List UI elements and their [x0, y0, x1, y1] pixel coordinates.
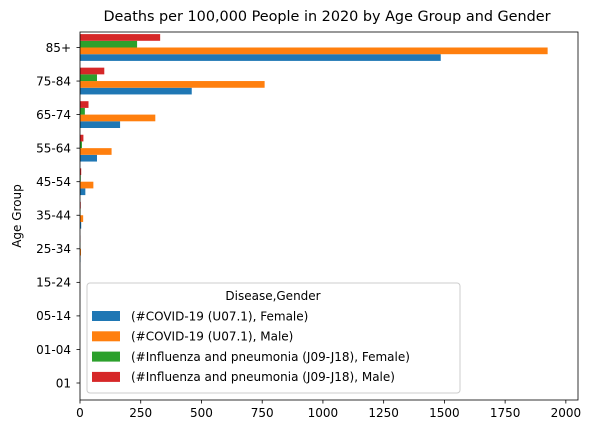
bar-55-64-series-2	[80, 141, 82, 149]
bar-45-54-series-0	[80, 188, 86, 196]
bar-45-54-series-1	[80, 181, 94, 189]
y-tick-label: 75-84	[36, 74, 71, 88]
bar-55-64-series-0	[80, 154, 98, 162]
legend: Disease,Gender (#COVID-19 (U07.1), Femal…	[86, 282, 461, 394]
x-axis: 0 250 500 750 1000 1250 1500 1750 2000	[76, 400, 581, 420]
bar-85+-series-2	[80, 40, 138, 48]
bars-group	[80, 34, 548, 296]
x-tick-label: 0	[76, 406, 84, 420]
y-tick-label: 85+	[46, 41, 71, 55]
x-tick-label: 1000	[308, 406, 339, 420]
bar-75-84-series-3	[80, 67, 105, 75]
y-tick-label: 65-74	[36, 108, 71, 122]
bar-75-84-series-2	[80, 74, 98, 82]
bar-65-74-series-3	[80, 101, 89, 108]
legend-label-1: (#COVID-19 (U07.1), Male)	[131, 330, 293, 344]
legend-items: (#COVID-19 (U07.1), Female) (#COVID-19 (U…	[92, 309, 410, 384]
bar-65-74-series-2	[80, 107, 85, 115]
bar-85+-series-3	[80, 34, 161, 41]
legend-swatch-0	[92, 311, 120, 321]
chart-title: Deaths per 100,000 People in 2020 by Age…	[103, 9, 550, 25]
x-tick-label: 1750	[490, 406, 521, 420]
x-tick-label: 1500	[429, 406, 460, 420]
y-tick-label: 55-64	[36, 141, 71, 155]
legend-swatch-1	[92, 331, 120, 342]
bar-65-74-series-0	[80, 121, 121, 128]
y-tick-label: 45-54	[36, 175, 71, 189]
x-tick-label: 2000	[551, 406, 582, 420]
y-tick-label: 05-14	[36, 309, 71, 323]
x-tick-label: 250	[129, 406, 152, 420]
bar-35-44-series-1	[80, 215, 84, 222]
bar-85+-series-0	[80, 54, 441, 61]
y-tick-label: 01-04	[36, 343, 71, 357]
bar-75-84-series-0	[80, 87, 192, 95]
bar-45-54-series-3	[80, 168, 82, 175]
y-tick-label: 15-24	[36, 276, 71, 290]
bar-65-74-series-1	[80, 114, 156, 122]
y-axis: 01 01-04 05-14 15-24 25-34 35-44 45-54 55-64 65-…	[36, 41, 80, 390]
bar-25-34-series-1	[80, 248, 81, 256]
x-tick-label: 500	[190, 406, 213, 420]
x-tick-label: 750	[251, 406, 274, 420]
bar-85+-series-1	[80, 47, 548, 55]
y-axis-label: Age Group	[10, 184, 24, 248]
legend-box	[86, 282, 461, 394]
bar-55-64-series-1	[80, 148, 112, 155]
bar-55-64-series-3	[80, 134, 84, 142]
legend-swatch-2	[92, 351, 120, 362]
legend-title: Disease,Gender	[225, 289, 320, 303]
legend-label-3: (#Influenza and pneumonia (J09-J18), Mal…	[131, 370, 395, 384]
bar-75-84-series-1	[80, 81, 265, 88]
legend-swatch-3	[92, 371, 120, 382]
y-tick-label: 01	[56, 376, 71, 390]
legend-label-0: (#COVID-19 (U07.1), Female)	[131, 309, 308, 323]
x-tick-label: 1250	[368, 406, 399, 420]
y-tick-label: 25-34	[36, 242, 71, 256]
plot-frame	[79, 31, 579, 401]
bar-35-44-series-0	[80, 221, 82, 229]
y-tick-label: 35-44	[36, 209, 71, 223]
legend-label-2: (#Influenza and pneumonia (J09-J18), Fem…	[131, 350, 410, 364]
